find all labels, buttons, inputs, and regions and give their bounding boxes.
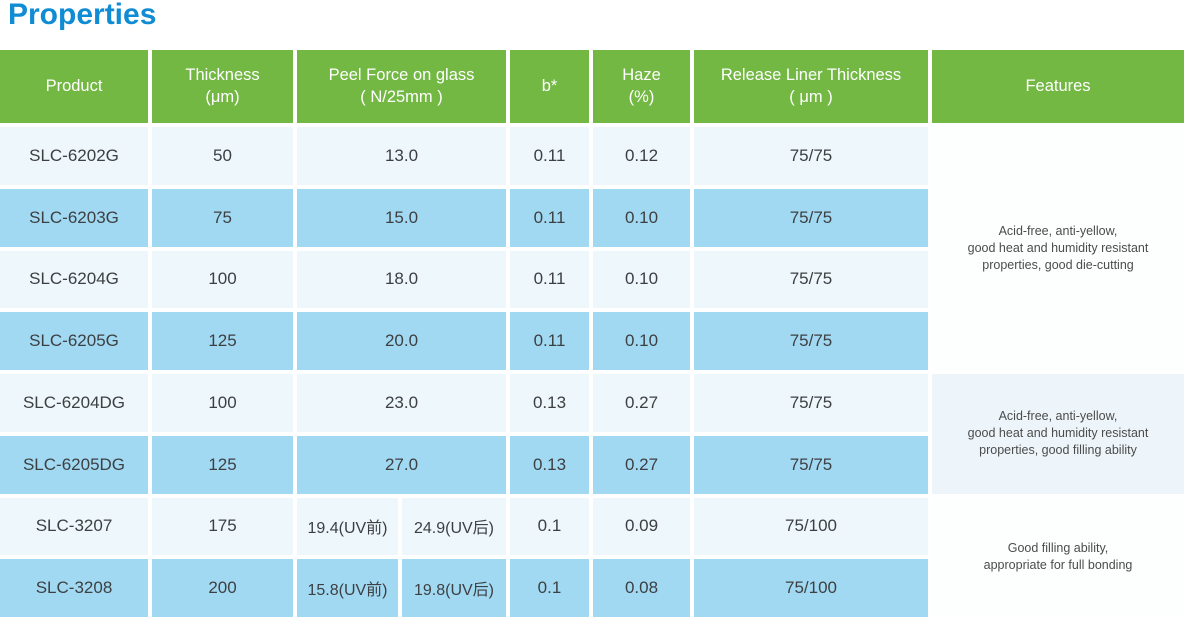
cell-release-liner: 75/100 <box>694 497 928 556</box>
cell-b-star: 0.11 <box>510 250 589 309</box>
cell-b-star: 0.11 <box>510 127 589 185</box>
cell-b-star: 0.13 <box>510 374 589 432</box>
cell-peel-force-post-uv: 19.8(UV后) <box>402 559 506 617</box>
cell-peel-force: 13.0 <box>297 127 506 185</box>
cell-b-star: 0.11 <box>510 188 589 247</box>
header-haze: Haze (%) <box>593 50 690 123</box>
header-b-star: b* <box>510 50 589 123</box>
cell-haze: 0.08 <box>593 559 690 617</box>
header-peel-force: Peel Force on glass ( N/25mm ) <box>297 50 506 123</box>
cell-thickness: 175 <box>152 497 293 556</box>
cell-release-liner: 75/75 <box>694 374 928 432</box>
cell-peel-force: 18.0 <box>297 250 506 309</box>
cell-b-star: 0.1 <box>510 559 589 617</box>
cell-release-liner: 75/100 <box>694 559 928 617</box>
cell-haze: 0.12 <box>593 127 690 185</box>
cell-product: SLC-6204DG <box>0 374 148 432</box>
cell-haze: 0.27 <box>593 374 690 432</box>
cell-peel-force: 27.0 <box>297 435 506 494</box>
cell-product: SLC-6203G <box>0 188 148 247</box>
cell-b-star: 0.13 <box>510 435 589 494</box>
header-features: Features <box>932 50 1184 123</box>
cell-haze: 0.09 <box>593 497 690 556</box>
cell-haze: 0.10 <box>593 188 690 247</box>
cell-haze: 0.27 <box>593 435 690 494</box>
cell-peel-force-pre-uv: 15.8(UV前) <box>297 559 398 617</box>
cell-product: SLC-3207 <box>0 497 148 556</box>
cell-haze: 0.10 <box>593 250 690 309</box>
header-product: Product <box>0 50 148 123</box>
cell-release-liner: 75/75 <box>694 312 928 370</box>
cell-release-liner: 75/75 <box>694 127 928 185</box>
cell-release-liner: 75/75 <box>694 435 928 494</box>
cell-product: SLC-6205G <box>0 312 148 370</box>
cell-peel-force: 15.0 <box>297 188 506 247</box>
cell-haze: 0.10 <box>593 312 690 370</box>
header-thickness: Thickness (μm) <box>152 50 293 123</box>
cell-peel-force-post-uv: 24.9(UV后) <box>402 497 506 556</box>
cell-product: SLC-6205DG <box>0 435 148 494</box>
cell-thickness: 125 <box>152 435 293 494</box>
header-release-liner: Release Liner Thickness ( μm ) <box>694 50 928 123</box>
cell-release-liner: 75/75 <box>694 188 928 247</box>
features-group-1: Acid-free, anti-yellow, good heat and hu… <box>932 127 1184 370</box>
cell-product: SLC-6202G <box>0 127 148 185</box>
features-group-2: Acid-free, anti-yellow, good heat and hu… <box>932 374 1184 494</box>
cell-thickness: 200 <box>152 559 293 617</box>
cell-thickness: 75 <box>152 188 293 247</box>
features-group-3: Good filling ability, appropriate for fu… <box>932 497 1184 617</box>
page-title: Properties <box>8 0 157 31</box>
cell-thickness: 100 <box>152 250 293 309</box>
cell-peel-force: 20.0 <box>297 312 506 370</box>
cell-thickness: 50 <box>152 127 293 185</box>
cell-release-liner: 75/75 <box>694 250 928 309</box>
cell-b-star: 0.1 <box>510 497 589 556</box>
cell-product: SLC-6204G <box>0 250 148 309</box>
cell-product: SLC-3208 <box>0 559 148 617</box>
cell-peel-force: 23.0 <box>297 374 506 432</box>
properties-table: Product Thickness (μm) Peel Force on gla… <box>0 50 1184 617</box>
cell-b-star: 0.11 <box>510 312 589 370</box>
cell-thickness: 100 <box>152 374 293 432</box>
cell-peel-force-pre-uv: 19.4(UV前) <box>297 497 398 556</box>
cell-thickness: 125 <box>152 312 293 370</box>
